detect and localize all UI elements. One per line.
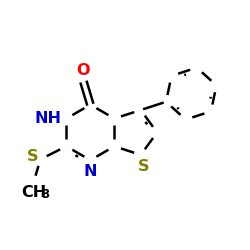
Text: S: S — [26, 149, 38, 164]
Text: O: O — [77, 63, 90, 78]
Text: 3: 3 — [41, 188, 50, 201]
Text: S: S — [138, 158, 149, 174]
Text: N: N — [84, 164, 97, 179]
Text: NH: NH — [34, 111, 62, 126]
Text: CH: CH — [21, 185, 46, 200]
